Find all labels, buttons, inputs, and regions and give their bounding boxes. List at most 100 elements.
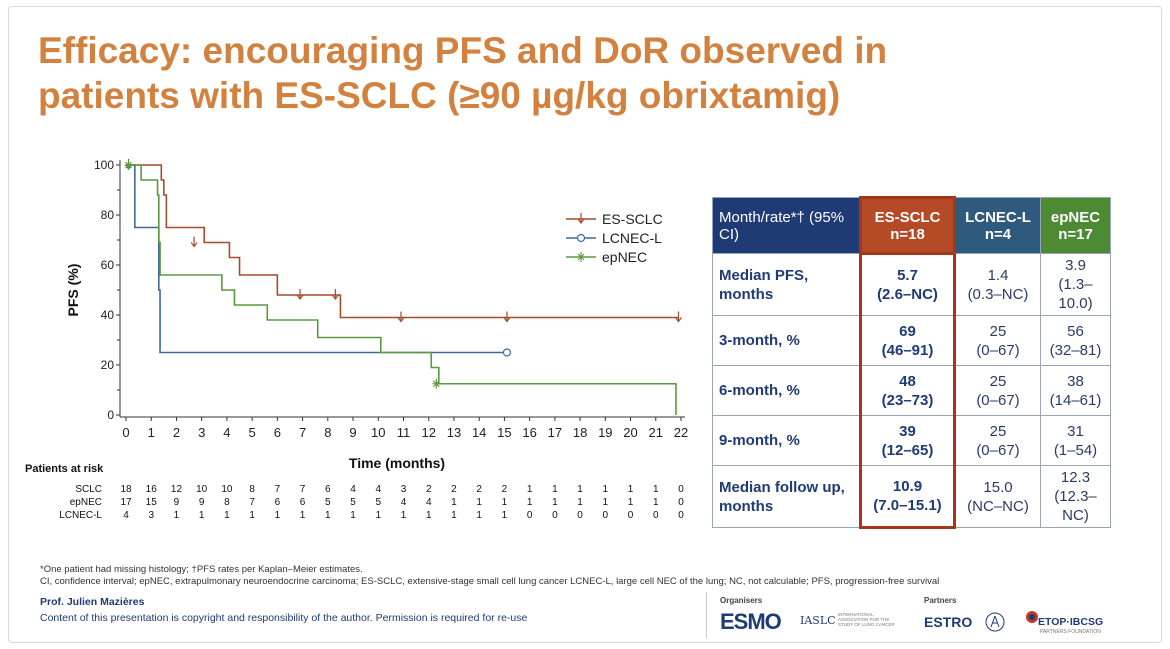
risk-value: 1 — [300, 510, 306, 521]
x-tick-label: 3 — [198, 425, 205, 440]
epnec-cell: 12.3 (12.3–NC) — [1040, 465, 1111, 528]
risk-value: 1 — [224, 510, 230, 521]
risk-value: 1 — [603, 484, 609, 495]
table-row: Median follow up, months 10.9 (7.0–15.1) 15… — [712, 465, 1111, 529]
cell-ci: (0.3–NC) — [967, 285, 1029, 303]
risk-value: 1 — [451, 497, 457, 508]
risk-value: 0 — [678, 510, 684, 521]
cell-value: 25 — [989, 372, 1007, 390]
risk-value: 4 — [426, 497, 432, 508]
risk-value: 2 — [502, 484, 508, 495]
risk-value: 5 — [325, 497, 331, 508]
epnec-cell: 56 (32–81) — [1040, 315, 1111, 366]
series-es-sclc — [125, 159, 682, 323]
x-tick-label: 16 — [522, 425, 536, 440]
epnec-cell: 3.9 (1.3–10.0) — [1040, 253, 1111, 316]
cell-value: 38 — [1067, 372, 1084, 390]
x-tick-label: 15 — [497, 425, 511, 440]
cell-ci: (23–73) — [881, 391, 934, 409]
risk-value: 4 — [123, 510, 129, 521]
cell-value: 31 — [1067, 422, 1084, 440]
risk-value: 7 — [300, 484, 306, 495]
risk-value: 15 — [146, 497, 158, 508]
risk-value: 0 — [603, 510, 609, 521]
row-label: 6-month, % — [712, 365, 861, 416]
row-label: 3-month, % — [712, 315, 861, 366]
risk-value: 1 — [174, 510, 180, 521]
risk-value: 1 — [275, 510, 281, 521]
efficacy-table: Month/rate*† (95% CI) ES-SCLC n=18 LCNEC… — [712, 196, 1111, 529]
es-sclc-cell: 69 (46–91) — [859, 315, 956, 366]
risk-value: 0 — [577, 510, 583, 521]
etop-logo: ETOP·IBCSG — [1038, 616, 1104, 628]
risk-value: 1 — [375, 510, 381, 521]
x-axis-label: Time (months) — [349, 455, 445, 471]
header-es-sclc: ES-SCLC n=18 — [859, 196, 956, 255]
cell-ci: (46–91) — [881, 341, 934, 359]
x-tick-label: 18 — [573, 425, 587, 440]
risk-value: 0 — [628, 510, 634, 521]
risk-value: 1 — [325, 510, 331, 521]
partners-label: Partners — [924, 596, 957, 605]
cell-value: 69 — [899, 322, 916, 340]
iaslc-logo: IASLC — [800, 614, 836, 627]
cell-ci: (1.3–10.0) — [1058, 276, 1093, 312]
risk-value: 10 — [196, 484, 208, 495]
lcnec-l-cell: 1.4 (0.3–NC) — [954, 253, 1041, 316]
cell-value: 1.4 — [987, 266, 1009, 284]
es-sclc-cell: 39 (12–65) — [859, 415, 956, 466]
censor-mark — [296, 289, 304, 300]
x-tick-label: 1 — [148, 425, 155, 440]
x-tick-label: 20 — [623, 425, 637, 440]
table-row: 9-month, % 39 (12–65) 25 (0–67) 31 (1–54) — [712, 415, 1111, 466]
risk-value: 0 — [527, 510, 533, 521]
cell-ci: (12–65) — [881, 441, 934, 459]
lcnec-l-cell: 25 (0–67) — [954, 315, 1041, 366]
cell-ci: (14–61) — [1049, 391, 1102, 409]
chart-series — [124, 159, 682, 415]
cell-ci: (0–67) — [976, 391, 1020, 409]
cell-value: 15.0 — [983, 478, 1013, 496]
x-tick-label: 9 — [349, 425, 356, 440]
x-tick-label: 0 — [122, 425, 129, 440]
organisers-label: Organisers — [720, 596, 763, 605]
x-tick-label: 7 — [299, 425, 306, 440]
risk-value: 3 — [148, 510, 154, 521]
x-tick-label: 8 — [324, 425, 331, 440]
risk-value: 5 — [375, 497, 381, 508]
x-tick-label: 14 — [472, 425, 486, 440]
table-header-row: Month/rate*† (95% CI) ES-SCLC n=18 LCNEC… — [712, 196, 1111, 255]
risk-value: 1 — [628, 497, 634, 508]
risk-value: 1 — [603, 497, 609, 508]
risk-value: 1 — [653, 484, 659, 495]
risk-value: 1 — [426, 510, 432, 521]
risk-value: 1 — [577, 484, 583, 495]
risk-value: 18 — [120, 484, 132, 495]
epnec-cell: 31 (1–54) — [1040, 415, 1111, 466]
cell-ci: (32–81) — [1049, 341, 1102, 359]
cell-ci: (0–67) — [976, 341, 1020, 359]
risk-value: 1 — [577, 497, 583, 508]
risk-value: 6 — [275, 497, 281, 508]
cell-ci: (1–54) — [1053, 441, 1098, 459]
cell-value: 39 — [899, 422, 916, 440]
risk-value: 2 — [476, 484, 482, 495]
legend-label: LCNEC-L — [602, 230, 662, 246]
risk-value: 8 — [224, 497, 230, 508]
censor-mark — [674, 311, 682, 323]
censor-mark — [397, 311, 405, 323]
risk-table-title: Patients at risk — [25, 463, 104, 475]
header-name: ES-SCLC — [874, 208, 941, 226]
es-sclc-cell: 10.9 (7.0–15.1) — [859, 465, 956, 529]
risk-value: 2 — [451, 484, 457, 495]
y-tick-label: 40 — [101, 308, 115, 322]
risk-value: 4 — [375, 484, 381, 495]
legend-label: ES-SCLC — [602, 211, 663, 227]
legend-item: LCNEC-L — [566, 230, 662, 246]
estro-logo: ESTRO — [924, 614, 973, 630]
header-n: n=18 — [890, 225, 925, 243]
censor-mark — [124, 160, 133, 170]
risk-value: 9 — [199, 497, 205, 508]
etop-subtitle: PARTNERS FOUNDATION — [1040, 629, 1101, 635]
